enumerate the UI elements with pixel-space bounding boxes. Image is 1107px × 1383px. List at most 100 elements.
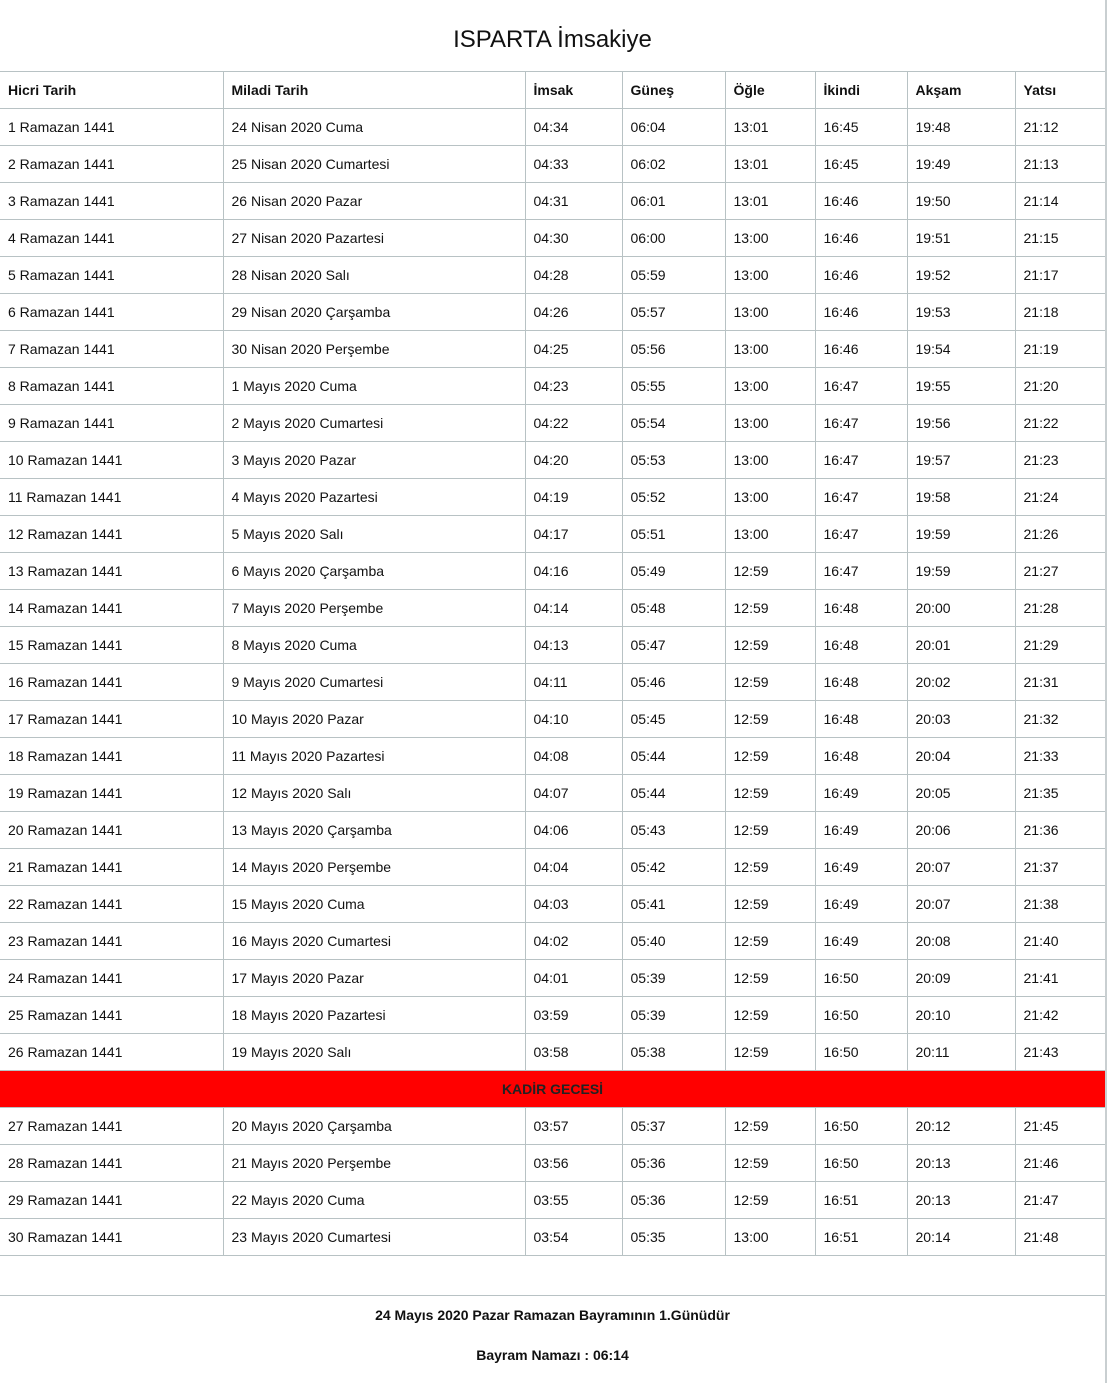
table-cell: 06:01 bbox=[621, 182, 725, 220]
table-cell: 25 Nisan 2020 Cumartesi bbox=[222, 145, 525, 183]
bayram-namazi: Bayram Namazı : 06:14 bbox=[476, 1346, 629, 1363]
table-cell: 16:49 bbox=[814, 922, 907, 960]
table-row: 4 Ramazan 1441 27 Nisan 2020 Pazartesi 04:… bbox=[0, 219, 1105, 257]
table-cell: 19:53 bbox=[906, 293, 1015, 331]
table-cell: 16:46 bbox=[814, 182, 907, 220]
table-cell: 19:59 bbox=[906, 552, 1015, 590]
table-cell: 29 Nisan 2020 Çarşamba bbox=[222, 293, 525, 331]
table-cell: 21:45 bbox=[1014, 1107, 1105, 1145]
table-row: 2 Ramazan 1441 25 Nisan 2020 Cumartesi 04:… bbox=[0, 145, 1105, 183]
table-cell: 13:00 bbox=[724, 293, 815, 331]
table-cell: 21 Mayıs 2020 Perşembe bbox=[222, 1144, 525, 1182]
table-cell: 20:14 bbox=[906, 1218, 1015, 1256]
table-cell: 23 Ramazan 1441 bbox=[0, 922, 223, 960]
table-cell: 13:00 bbox=[724, 330, 815, 368]
table-cell: 20:12 bbox=[906, 1107, 1015, 1145]
table-cell: 21:19 bbox=[1014, 330, 1105, 368]
table-cell: 21:48 bbox=[1014, 1218, 1105, 1256]
table-cell: 05:43 bbox=[621, 811, 725, 849]
table-row: 7 Ramazan 1441 30 Nisan 2020 Perşembe 04:2… bbox=[0, 330, 1105, 368]
table-cell: 7 Ramazan 1441 bbox=[0, 330, 223, 368]
column-header: Güneş bbox=[621, 71, 725, 109]
table-cell: 21:20 bbox=[1014, 367, 1105, 405]
table-cell: 16:50 bbox=[814, 1033, 907, 1071]
table-cell: 21:14 bbox=[1014, 182, 1105, 220]
table-cell: 06:02 bbox=[621, 145, 725, 183]
table-cell: 10 Mayıs 2020 Pazar bbox=[222, 700, 525, 738]
table-row: 6 Ramazan 1441 29 Nisan 2020 Çarşamba 04:2… bbox=[0, 293, 1105, 331]
table-row: 14 Ramazan 1441 7 Mayıs 2020 Perşembe 04:1… bbox=[0, 589, 1105, 627]
table-cell: 2 Ramazan 1441 bbox=[0, 145, 223, 183]
table-cell: 20:08 bbox=[906, 922, 1015, 960]
table-cell: 10 Ramazan 1441 bbox=[0, 441, 223, 479]
table-cell: 27 Ramazan 1441 bbox=[0, 1107, 223, 1145]
table-cell: 4 Mayıs 2020 Pazartesi bbox=[222, 478, 525, 516]
table-cell: 12:59 bbox=[724, 1107, 815, 1145]
table-row: 21 Ramazan 1441 14 Mayıs 2020 Perşembe 04:… bbox=[0, 848, 1105, 886]
table-cell: 13:00 bbox=[724, 441, 815, 479]
table-row: 8 Ramazan 1441 1 Mayıs 2020 Cuma 04:23 05:5… bbox=[0, 367, 1105, 405]
table-cell: 14 Mayıs 2020 Perşembe bbox=[222, 848, 525, 886]
table-cell: 12:59 bbox=[724, 700, 815, 738]
table-cell: 16:47 bbox=[814, 367, 907, 405]
table-cell: 05:41 bbox=[621, 885, 725, 923]
table-cell: 05:38 bbox=[621, 1033, 725, 1071]
table-cell: 16:50 bbox=[814, 1107, 907, 1145]
table-cell: 1 Ramazan 1441 bbox=[0, 108, 223, 146]
table-cell: 16:47 bbox=[814, 515, 907, 553]
kadir-gecesi-row: KADİR GECESİ bbox=[0, 1070, 1105, 1108]
table-row: 1 Ramazan 1441 24 Nisan 2020 Cuma 04:34 06:… bbox=[0, 108, 1105, 146]
table-cell: 13:01 bbox=[724, 145, 815, 183]
header-row: Hicri Tarih Miladi Tarih İmsak Güneş Öğle İki… bbox=[0, 71, 1105, 109]
table-row: 20 Ramazan 1441 13 Mayıs 2020 Çarşamba 04:… bbox=[0, 811, 1105, 849]
table-cell: 05:51 bbox=[621, 515, 725, 553]
table-cell: 13:01 bbox=[724, 182, 815, 220]
table-cell: 21:22 bbox=[1014, 404, 1105, 442]
table-cell: 16:46 bbox=[814, 256, 907, 294]
table-cell: 13:00 bbox=[724, 404, 815, 442]
table-cell: 05:44 bbox=[621, 774, 725, 812]
table-cell: 05:40 bbox=[621, 922, 725, 960]
table-cell: 21:27 bbox=[1014, 552, 1105, 590]
table-cell: 04:30 bbox=[524, 219, 622, 257]
table-cell: 12:59 bbox=[724, 959, 815, 997]
table-cell: 16:49 bbox=[814, 774, 907, 812]
table-row: 26 Ramazan 1441 19 Mayıs 2020 Salı 03:58 05… bbox=[0, 1033, 1105, 1071]
table-cell: 12:59 bbox=[724, 737, 815, 775]
table-cell: 16:50 bbox=[814, 996, 907, 1034]
table-cell: 21:31 bbox=[1014, 663, 1105, 701]
table-cell: 04:06 bbox=[524, 811, 622, 849]
table-cell: 18 Mayıs 2020 Pazartesi bbox=[222, 996, 525, 1034]
table-cell: 03:59 bbox=[524, 996, 622, 1034]
table-cell: 21:28 bbox=[1014, 589, 1105, 627]
table-cell: 19:57 bbox=[906, 441, 1015, 479]
table-cell: 20:07 bbox=[906, 848, 1015, 886]
table-cell: 16 Mayıs 2020 Cumartesi bbox=[222, 922, 525, 960]
table-cell: 19 Ramazan 1441 bbox=[0, 774, 223, 812]
table-cell: 16:47 bbox=[814, 478, 907, 516]
table-cell: 19:56 bbox=[906, 404, 1015, 442]
table-cell: 04:22 bbox=[524, 404, 622, 442]
table-row: 29 Ramazan 1441 22 Mayıs 2020 Cuma 03:55 05… bbox=[0, 1181, 1105, 1219]
table-cell: 26 Ramazan 1441 bbox=[0, 1033, 223, 1071]
table-row: 3 Ramazan 1441 26 Nisan 2020 Pazar 04:31 06… bbox=[0, 182, 1105, 220]
table-cell: 20:10 bbox=[906, 996, 1015, 1034]
table-row: 19 Ramazan 1441 12 Mayıs 2020 Salı 04:07 05… bbox=[0, 774, 1105, 812]
table-cell: 6 Mayıs 2020 Çarşamba bbox=[222, 552, 525, 590]
table-cell: 21:12 bbox=[1014, 108, 1105, 146]
kadir-gecesi-label: KADİR GECESİ bbox=[0, 1070, 1105, 1108]
table-cell: 29 Ramazan 1441 bbox=[0, 1181, 223, 1219]
table-cell: 21:35 bbox=[1014, 774, 1105, 812]
table-cell: 16:48 bbox=[814, 626, 907, 664]
table-cell: 7 Mayıs 2020 Perşembe bbox=[222, 589, 525, 627]
table-cell: 20:01 bbox=[906, 626, 1015, 664]
table-cell: 04:16 bbox=[524, 552, 622, 590]
table-row: 16 Ramazan 1441 9 Mayıs 2020 Cumartesi 04:… bbox=[0, 663, 1105, 701]
table-cell: 03:54 bbox=[524, 1218, 622, 1256]
table-cell: 26 Nisan 2020 Pazar bbox=[222, 182, 525, 220]
column-header: İmsak bbox=[524, 71, 622, 109]
table-cell: 21:46 bbox=[1014, 1144, 1105, 1182]
table-cell: 16:48 bbox=[814, 700, 907, 738]
table-cell: 21:26 bbox=[1014, 515, 1105, 553]
